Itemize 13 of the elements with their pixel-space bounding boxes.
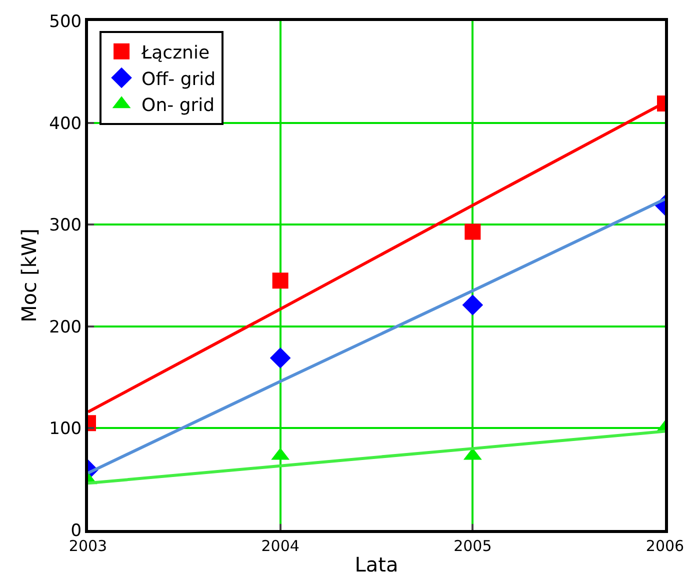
x-axis-title: Lata xyxy=(354,552,398,576)
x-tick-label: 2006 xyxy=(646,537,684,555)
x-tick-label: 2004 xyxy=(261,537,300,555)
y-tick-label: 300 xyxy=(49,216,82,236)
legend-label: Łącznie xyxy=(140,42,210,64)
legend-label: On- grid xyxy=(142,95,215,116)
y-tick-label: 500 xyxy=(49,12,82,32)
y-tick-label: 200 xyxy=(49,317,82,338)
y-axis-title: Moc [kW] xyxy=(17,228,41,322)
x-tick-label: 2005 xyxy=(454,537,492,555)
legend-label: Off- grid xyxy=(142,68,216,90)
y-tick-label: 400 xyxy=(49,114,82,134)
y-tick-label: 100 xyxy=(49,419,82,440)
